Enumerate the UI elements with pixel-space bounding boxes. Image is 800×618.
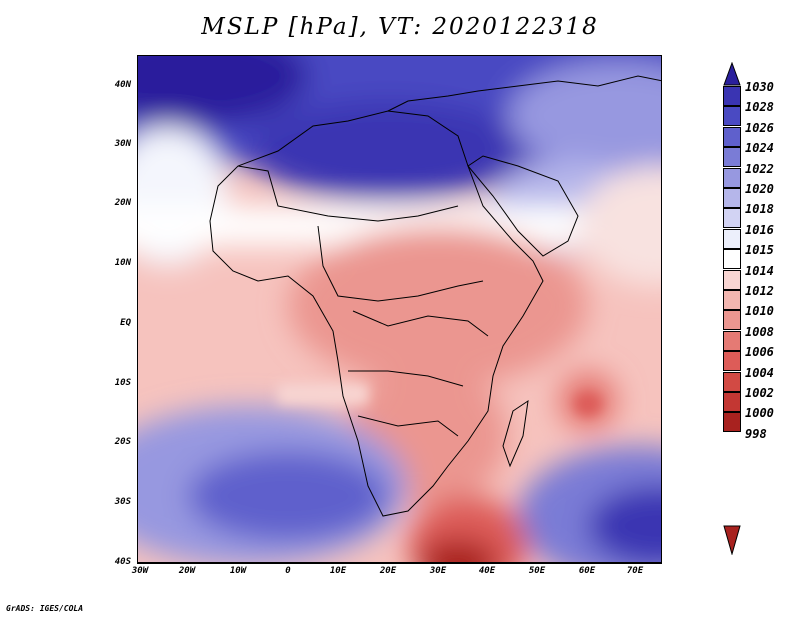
lon-label-40e: 40E [478, 566, 496, 576]
lat-label-eq: EQ [120, 318, 131, 328]
map-title: MSLP [hPa], VT: 2020122318 [201, 14, 599, 40]
colorbar-segment [723, 147, 741, 168]
colorbar-label: 1026 [745, 120, 774, 135]
map-plot-area[interactable] [137, 55, 662, 563]
lon-label-70e: 70E [626, 566, 644, 576]
lon-label-10w: 10W [229, 566, 247, 576]
colorbar-segment [723, 228, 741, 249]
colorbar-segment [723, 412, 741, 433]
colorbar-segment [723, 86, 741, 106]
triangle-down-icon [723, 525, 741, 555]
x-axis-line [137, 563, 662, 564]
colorbar-segment [723, 208, 741, 229]
colorbar-label: 1022 [745, 161, 774, 176]
colorbar-label: 1030 [745, 80, 774, 94]
colorbar-segment [723, 126, 741, 147]
colorbar-label: 1016 [745, 222, 774, 237]
colorbar-segment [723, 330, 741, 351]
colorbar-segment [723, 310, 741, 331]
lat-label-30n: 30N [114, 139, 131, 149]
colorbar-segment [723, 371, 741, 392]
lat-label-40n: 40N [114, 80, 131, 90]
colorbar-label: 1000 [745, 406, 774, 421]
colorbar-segment [723, 188, 741, 208]
lat-label-10s: 10S [114, 378, 131, 388]
colorbar-segment [723, 392, 741, 412]
lon-label-60e: 60E [578, 566, 596, 576]
lon-label-30w: 30W [131, 566, 149, 576]
coastlines [209, 75, 661, 517]
colorbar-segment [723, 269, 741, 290]
lat-label-20n: 20N [114, 198, 131, 208]
lon-label-10e: 10E [329, 566, 347, 576]
colorbar-label: 1020 [745, 182, 774, 196]
colorbar-segment [723, 351, 741, 372]
lon-label-20e: 20E [379, 566, 397, 576]
colorbar-label: 1014 [745, 263, 774, 278]
lon-label-0: 0 [285, 566, 291, 576]
lon-label-30e: 30E [429, 566, 447, 576]
colorbar-label: 1024 [745, 141, 774, 156]
colorbar-label: 1010 [745, 304, 774, 319]
lon-label-20w: 20W [178, 566, 196, 576]
colorbar-label: 1018 [745, 202, 774, 217]
colorbar-label: 1002 [745, 386, 774, 400]
colorbar-label: 1015 [745, 243, 774, 258]
colorbar-segment [723, 106, 741, 127]
colorbar-label: 1008 [745, 324, 774, 339]
colorbar-segment [723, 249, 741, 270]
triangle-up-icon [723, 62, 741, 86]
colorbar-segment [723, 167, 741, 188]
colorbar-label: 1004 [745, 365, 774, 380]
colorbar-label: 1028 [745, 100, 774, 115]
lat-label-10n: 10N [114, 258, 131, 268]
lat-label-40s: 40S [114, 557, 131, 567]
colorbar-label: 1012 [745, 284, 774, 298]
mslp-field [138, 56, 661, 562]
lat-label-20s: 20S [114, 437, 131, 447]
colorbar-label: 1006 [745, 345, 774, 360]
lat-label-30s: 30S [114, 497, 131, 507]
lon-label-50e: 50E [528, 566, 546, 576]
colorbar-label: 998 [745, 426, 767, 441]
credit-label: GrADS: IGES/COLA [6, 604, 84, 613]
colorbar-segment [723, 290, 741, 310]
